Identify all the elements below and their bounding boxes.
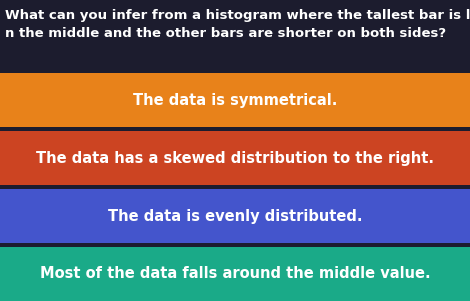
Text: The data is symmetrical.: The data is symmetrical. — [133, 92, 337, 107]
Text: Most of the data falls around the middle value.: Most of the data falls around the middle… — [39, 266, 431, 281]
FancyBboxPatch shape — [0, 73, 470, 127]
Text: The data is evenly distributed.: The data is evenly distributed. — [108, 209, 362, 224]
Text: The data has a skewed distribution to the right.: The data has a skewed distribution to th… — [36, 150, 434, 166]
FancyBboxPatch shape — [0, 131, 470, 185]
FancyBboxPatch shape — [0, 189, 470, 243]
FancyBboxPatch shape — [0, 247, 470, 301]
Text: What can you infer from a histogram where the tallest bar is located
n the middl: What can you infer from a histogram wher… — [5, 9, 470, 40]
